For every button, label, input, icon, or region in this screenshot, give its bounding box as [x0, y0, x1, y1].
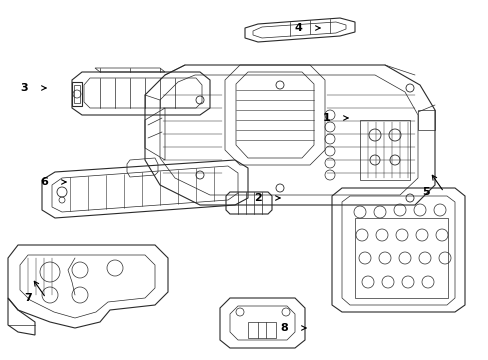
Text: 6: 6	[40, 177, 48, 187]
Text: 3: 3	[20, 83, 28, 93]
Text: 8: 8	[280, 323, 287, 333]
Text: 5: 5	[422, 187, 429, 197]
Text: 2: 2	[254, 193, 262, 203]
Text: 4: 4	[293, 23, 302, 33]
Text: 1: 1	[322, 113, 329, 123]
Text: 7: 7	[24, 293, 32, 303]
